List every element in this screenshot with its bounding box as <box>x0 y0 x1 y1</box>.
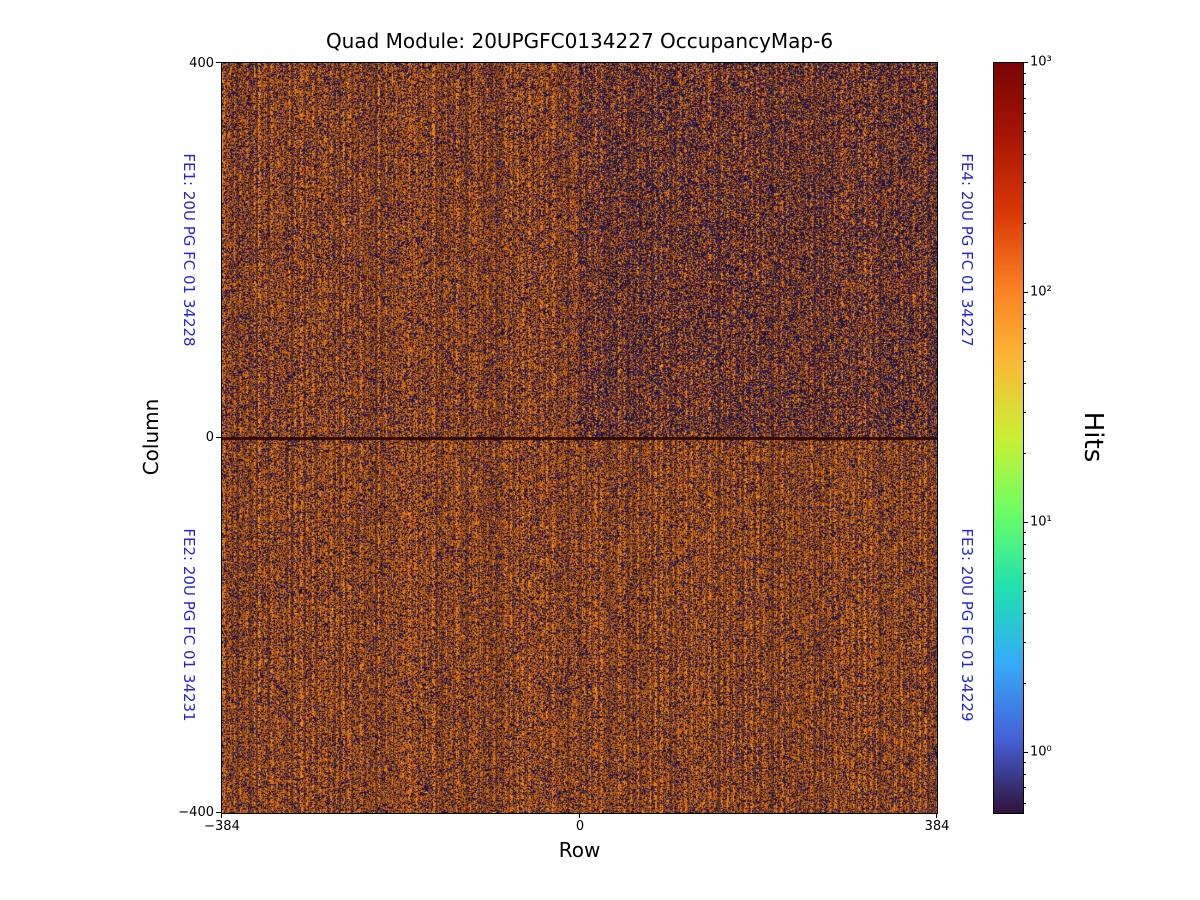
colorbar-minor-tick <box>1023 774 1026 776</box>
colorbar-minor-tick <box>1023 591 1026 593</box>
colorbar-minor-tick <box>1023 787 1026 789</box>
colorbar-tick-mark <box>1023 521 1028 523</box>
colorbar-minor-tick <box>1023 327 1026 329</box>
colorbar-minor-tick <box>1023 97 1026 99</box>
colorbar-minor-tick <box>1023 452 1026 454</box>
colorbar-minor-tick <box>1023 302 1026 304</box>
colorbar-minor-tick <box>1023 544 1026 546</box>
colorbar-minor-tick <box>1023 802 1026 804</box>
colorbar-minor-tick <box>1023 72 1026 74</box>
colorbar-minor-tick <box>1023 153 1026 155</box>
colorbar-minor-tick <box>1023 342 1026 344</box>
fe1-annotation: FE1: 20U PG FC 01 34228 <box>180 153 198 347</box>
occupancy-heatmap <box>222 63 937 813</box>
fe3-annotation: FE3: 20U PG FC 01 34229 <box>958 528 976 722</box>
colorbar-tick-mark <box>1023 752 1028 753</box>
colorbar-tick-label: 10² <box>1030 284 1052 300</box>
colorbar-tick-mark <box>1023 62 1028 63</box>
x-tick-mark <box>936 813 937 818</box>
colorbar-tick-label: 10⁰ <box>1030 744 1052 760</box>
colorbar-minor-tick <box>1023 642 1026 644</box>
colorbar-minor-tick <box>1023 113 1026 114</box>
x-tick-mark <box>579 813 580 818</box>
colorbar-minor-tick <box>1023 131 1026 133</box>
fe4-annotation: FE4: 20U PG FC 01 34227 <box>958 153 976 347</box>
colorbar-minor-tick <box>1023 412 1026 414</box>
colorbar-minor-tick <box>1023 84 1026 86</box>
colorbar-axis-label: Hits <box>1078 411 1108 463</box>
y-tick-label: 400 <box>189 56 214 71</box>
colorbar-minor-tick <box>1023 532 1026 534</box>
colorbar-minor-tick <box>1023 762 1026 764</box>
colorbar-minor-tick <box>1023 383 1026 385</box>
colorbar-minor-tick <box>1023 572 1026 574</box>
x-tick-mark <box>221 813 222 818</box>
x-axis-label: Row <box>558 838 601 862</box>
y-axis-label: Column <box>139 398 163 476</box>
colorbar-minor-tick <box>1023 314 1026 316</box>
colorbar-tick-label: 10³ <box>1030 54 1052 70</box>
y-tick-mark <box>216 437 221 438</box>
colorbar-tick-label: 10¹ <box>1030 514 1052 530</box>
colorbar-minor-tick <box>1023 682 1026 684</box>
y-tick-mark <box>216 62 221 63</box>
chart-title: Quad Module: 20UPGFC0134227 OccupancyMap… <box>325 29 834 53</box>
y-tick-label: 0 <box>205 430 214 445</box>
colorbar-gradient <box>993 62 1024 814</box>
plot-area <box>221 62 938 814</box>
x-tick-label: −384 <box>204 819 240 834</box>
colorbar-minor-tick <box>1023 222 1026 224</box>
y-tick-label: −400 <box>178 805 214 820</box>
x-tick-label: 384 <box>924 819 950 834</box>
y-tick-mark <box>216 812 221 813</box>
colorbar-minor-tick <box>1023 182 1026 184</box>
colorbar-minor-tick <box>1023 613 1026 615</box>
colorbar-minor-tick <box>1023 361 1026 363</box>
colorbar-minor-tick <box>1023 557 1026 559</box>
colorbar-tick-mark <box>1023 291 1028 293</box>
fe2-annotation: FE2: 20U PG FC 01 34231 <box>180 528 198 722</box>
x-tick-label: 0 <box>575 819 585 834</box>
